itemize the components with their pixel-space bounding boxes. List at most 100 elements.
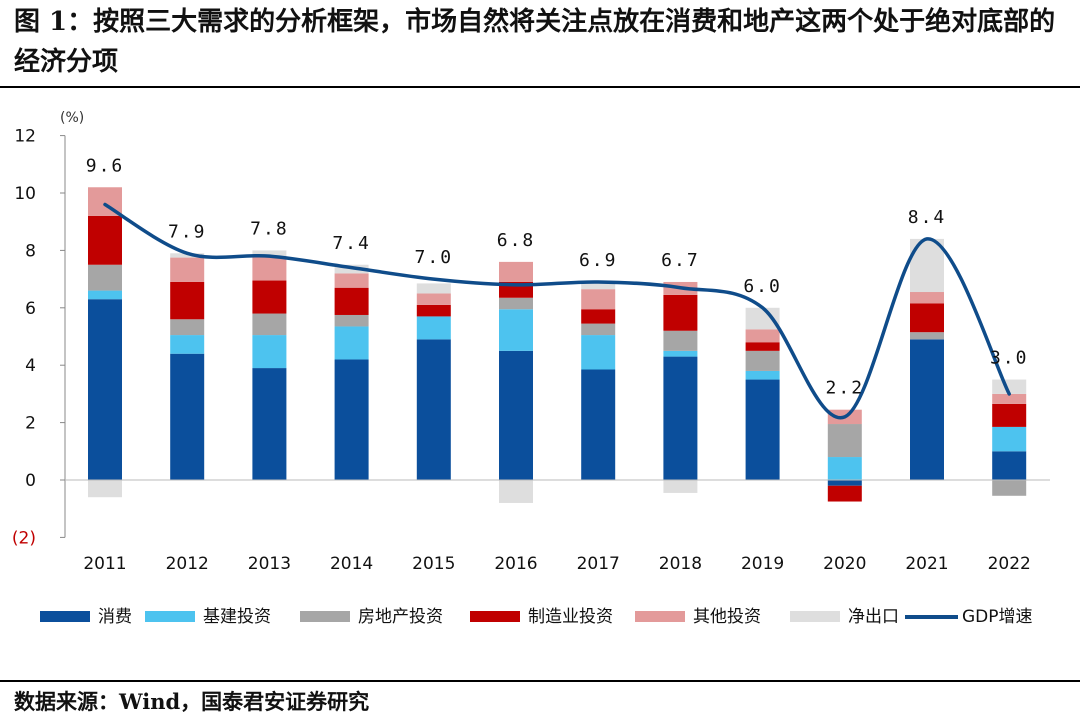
- bar-segment-net_exports-2013: [252, 250, 287, 257]
- bar-segment-manufacturing-2019: [745, 342, 780, 351]
- bar-segment-real_estate-2020: [827, 424, 862, 458]
- bar-segment-consumption-2022: [992, 451, 1027, 480]
- bar-segment-real_estate-2021: [910, 332, 944, 340]
- title-rule: [0, 86, 1080, 88]
- bar-segment-consumption-2015: [416, 339, 451, 480]
- bar-segment-manufacturing-2020: [827, 485, 862, 502]
- bar-segment-consumption-2017: [581, 369, 616, 480]
- bar-segment-manufacturing-2012: [170, 281, 205, 320]
- x-tick-label: 2022: [988, 554, 1031, 574]
- gdp-growth-line: [103, 202, 1011, 420]
- bar-segment-net_exports-2018: [663, 480, 698, 493]
- bar-segment-real_estate-2011: [88, 264, 122, 291]
- bar-segment-real_estate-2019: [745, 350, 780, 371]
- y-tick-label: (2): [12, 528, 36, 548]
- source-rule: [0, 680, 1080, 682]
- bar-segment-manufacturing-2022: [992, 403, 1027, 427]
- y-unit-label: (%): [60, 110, 84, 126]
- x-tick-label: 2017: [577, 554, 620, 574]
- gdp-data-label-2020: 2.2: [826, 378, 865, 399]
- bar-segment-other_investment-2017: [581, 289, 616, 310]
- gdp-data-label-2021: 8.4: [908, 207, 947, 228]
- bar-segment-consumption-2018: [663, 356, 698, 480]
- bar-segment-infrastructure-2016: [499, 309, 533, 351]
- bar-segment-real_estate-2014: [334, 314, 369, 327]
- bar-segment-other_investment-2013: [252, 256, 287, 281]
- x-tick-label: 2013: [248, 554, 291, 574]
- stacked-bar-chart: (2) 0 2 4 6 8 10 12 (%) 9.6 7.9 7.8 7.4 7.0 6.8 6.9 6.7…: [12, 110, 1050, 627]
- bar-segment-net_exports-2019: [745, 307, 780, 330]
- bar-segment-other_investment-2021: [910, 292, 944, 304]
- bar-segment-manufacturing-2014: [334, 287, 369, 315]
- legend-swatch-real_estate: [300, 611, 350, 622]
- bar-segment-infrastructure-2019: [745, 370, 780, 380]
- bars: [88, 187, 1027, 503]
- bar-segment-consumption-2011: [88, 299, 122, 480]
- x-tick-label: 2016: [494, 554, 537, 574]
- bar-segment-other_investment-2014: [334, 273, 369, 288]
- x-tick-label: 2019: [741, 554, 784, 574]
- bar-segment-manufacturing-2015: [416, 304, 451, 317]
- x-tick-label: 2021: [905, 554, 948, 574]
- legend-label-gdp: GDP增速: [962, 607, 1033, 627]
- bar-segment-infrastructure-2018: [663, 350, 698, 357]
- bar-segment-consumption-2020: [827, 480, 862, 486]
- legend-swatch-net_exports: [790, 611, 840, 622]
- bar-segment-consumption-2012: [170, 353, 205, 480]
- legend-label-net_exports: 净出口: [848, 607, 899, 627]
- gdp-data-label-2012: 7.9: [168, 221, 207, 242]
- figure-title: 图 1：按照三大需求的分析框架，市场自然将关注点放在消费和地产这两个处于绝对底部…: [14, 7, 1056, 77]
- bar-segment-manufacturing-2018: [663, 294, 698, 331]
- gdp-data-label-2011: 9.6: [86, 155, 125, 176]
- x-tick-label: 2020: [823, 554, 866, 574]
- bar-segment-consumption-2016: [499, 350, 533, 480]
- bar-segment-real_estate-2017: [581, 323, 616, 336]
- y-tick-label: 6: [25, 299, 36, 319]
- x-tick-label: 2012: [166, 554, 209, 574]
- legend-label-manufacturing: 制造业投资: [528, 607, 613, 627]
- bar-segment-consumption-2014: [334, 359, 369, 480]
- legend-swatch-manufacturing: [470, 611, 520, 622]
- bar-segment-real_estate-2022: [992, 480, 1027, 496]
- bar-segment-infrastructure-2020: [827, 457, 862, 480]
- bar-segment-manufacturing-2021: [910, 303, 944, 333]
- bar-segment-net_exports-2011: [88, 480, 122, 498]
- bar-segment-real_estate-2012: [170, 319, 205, 336]
- bar-segment-real_estate-2013: [252, 313, 287, 336]
- y-axis: (2) 0 2 4 6 8 10 12 (%): [12, 110, 84, 548]
- legend: 消费 基建投资 房地产投资 制造业投资 其他投资 净出口 GDP增速: [40, 607, 1033, 627]
- bar-segment-net_exports-2017: [581, 281, 616, 290]
- bar-segment-other_investment-2015: [416, 293, 451, 305]
- bar-segment-consumption-2021: [910, 339, 944, 480]
- x-axis: 2011 2012 2013 2014 2015 2016 2017 2018 2019 2020…: [65, 479, 1050, 574]
- bar-segment-consumption-2013: [252, 368, 287, 480]
- gdp-data-label-2017: 6.9: [579, 250, 618, 271]
- bar-segment-infrastructure-2013: [252, 335, 287, 369]
- x-tick-label: 2018: [659, 554, 702, 574]
- gdp-data-label-2014: 7.4: [332, 233, 371, 254]
- bar-segment-other_investment-2012: [170, 257, 205, 282]
- legend-swatch-infrastructure: [145, 611, 195, 622]
- bar-segment-infrastructure-2015: [416, 316, 451, 340]
- x-tick-label: 2015: [412, 554, 455, 574]
- gdp-line-layer: [103, 202, 1011, 420]
- legend-swatch-consumption: [40, 611, 90, 622]
- bar-segment-net_exports-2022: [992, 379, 1027, 394]
- legend-label-real_estate: 房地产投资: [358, 607, 443, 627]
- gdp-data-label-2016: 6.8: [497, 230, 536, 251]
- bar-segment-infrastructure-2022: [992, 426, 1027, 452]
- data-labels: 9.6 7.9 7.8 7.4 7.0 6.8 6.9 6.7 6.0 2.2 8.4 3.0: [86, 155, 1029, 399]
- x-tick-label: 2014: [330, 554, 373, 574]
- bar-segment-real_estate-2016: [499, 297, 533, 310]
- y-tick-label: 4: [25, 356, 36, 376]
- data-source: 数据来源：Wind，国泰君安证券研究: [14, 689, 370, 714]
- bar-segment-other_investment-2019: [745, 329, 780, 343]
- bar-segment-real_estate-2018: [663, 330, 698, 351]
- bar-segment-manufacturing-2013: [252, 280, 287, 314]
- gdp-data-label-2015: 7.0: [415, 247, 454, 268]
- gdp-data-label-2013: 7.8: [250, 218, 289, 239]
- legend-label-infrastructure: 基建投资: [203, 607, 271, 627]
- gdp-data-label-2022: 3.0: [990, 348, 1029, 369]
- bar-segment-infrastructure-2014: [334, 326, 369, 360]
- y-tick-label: 0: [25, 471, 36, 491]
